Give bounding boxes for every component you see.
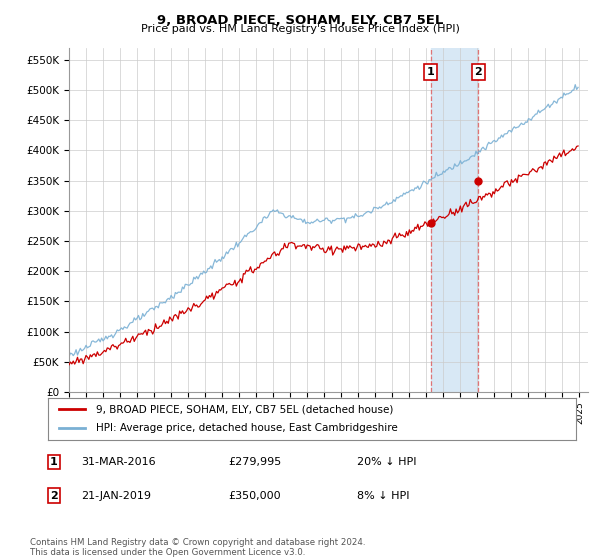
Text: Contains HM Land Registry data © Crown copyright and database right 2024.
This d: Contains HM Land Registry data © Crown c… — [30, 538, 365, 557]
Text: 8% ↓ HPI: 8% ↓ HPI — [357, 491, 409, 501]
Text: 1: 1 — [427, 67, 434, 77]
Text: 21-JAN-2019: 21-JAN-2019 — [81, 491, 151, 501]
Text: 31-MAR-2016: 31-MAR-2016 — [81, 457, 155, 467]
Text: £350,000: £350,000 — [228, 491, 281, 501]
Text: £279,995: £279,995 — [228, 457, 281, 467]
Text: HPI: Average price, detached house, East Cambridgeshire: HPI: Average price, detached house, East… — [95, 423, 397, 433]
Text: Price paid vs. HM Land Registry's House Price Index (HPI): Price paid vs. HM Land Registry's House … — [140, 24, 460, 34]
Text: 20% ↓ HPI: 20% ↓ HPI — [357, 457, 416, 467]
Text: 2: 2 — [475, 67, 482, 77]
Text: 2: 2 — [50, 491, 58, 501]
Text: 9, BROAD PIECE, SOHAM, ELY, CB7 5EL (detached house): 9, BROAD PIECE, SOHAM, ELY, CB7 5EL (det… — [95, 404, 393, 414]
Text: 1: 1 — [50, 457, 58, 467]
Text: 9, BROAD PIECE, SOHAM, ELY, CB7 5EL: 9, BROAD PIECE, SOHAM, ELY, CB7 5EL — [157, 14, 443, 27]
Bar — [431, 48, 478, 392]
